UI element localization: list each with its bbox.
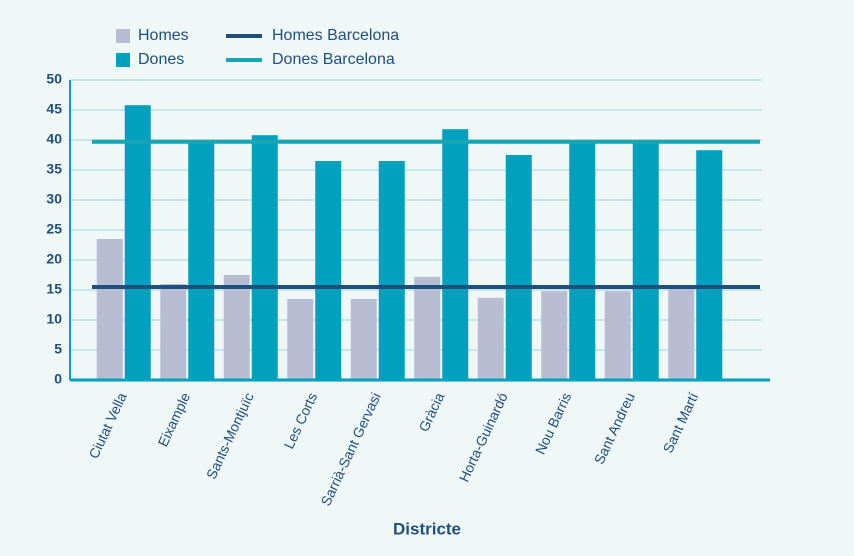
bar <box>315 161 342 380</box>
x-axis-title: Districte <box>393 519 461 538</box>
y-tick-label: 40 <box>46 131 62 147</box>
bar <box>569 140 596 380</box>
bar <box>696 150 723 380</box>
bar <box>668 285 695 380</box>
bar <box>287 299 314 380</box>
bar <box>160 284 187 380</box>
y-tick-label: 35 <box>46 161 62 177</box>
bar <box>251 135 278 380</box>
bar <box>188 141 215 380</box>
bar <box>96 239 123 380</box>
y-tick-label: 25 <box>46 221 62 237</box>
bar <box>477 297 504 380</box>
legend-swatch <box>116 29 130 43</box>
bar <box>223 275 250 380</box>
y-tick-label: 20 <box>46 251 62 267</box>
legend-label: Homes Barcelona <box>272 27 399 44</box>
bar <box>632 140 659 380</box>
y-tick-label: 10 <box>46 311 62 327</box>
y-tick-label: 15 <box>46 281 62 297</box>
y-tick-label: 45 <box>46 101 62 117</box>
legend-label: Dones Barcelona <box>272 51 395 68</box>
legend-swatch <box>116 53 130 67</box>
bar <box>350 299 377 380</box>
y-tick-label: 30 <box>46 191 62 207</box>
bar <box>378 161 405 380</box>
legend-label: Homes <box>138 27 189 44</box>
y-tick-label: 50 <box>46 71 62 87</box>
bar <box>604 291 631 380</box>
legend-label: Dones <box>138 51 184 68</box>
bar <box>442 129 469 380</box>
bar <box>414 276 441 380</box>
y-tick-label: 5 <box>54 341 62 357</box>
bar <box>541 291 568 380</box>
bar <box>505 155 532 380</box>
y-tick-label: 0 <box>54 371 62 387</box>
bar <box>124 105 151 380</box>
